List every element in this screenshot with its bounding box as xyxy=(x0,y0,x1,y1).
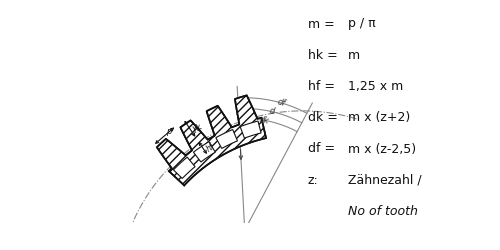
Polygon shape xyxy=(157,95,266,185)
Text: dk: dk xyxy=(258,115,270,126)
Text: hf =: hf = xyxy=(308,80,334,93)
Text: m x (z-2,5): m x (z-2,5) xyxy=(348,142,416,156)
Text: 1,25 x m: 1,25 x m xyxy=(348,80,403,93)
Text: m =: m = xyxy=(308,18,334,30)
Text: m: m xyxy=(348,49,360,62)
Text: hf: hf xyxy=(205,142,216,154)
Text: dk =: dk = xyxy=(308,111,338,124)
Polygon shape xyxy=(174,157,195,178)
Polygon shape xyxy=(240,121,261,138)
Polygon shape xyxy=(216,130,238,148)
Text: z:: z: xyxy=(308,174,318,187)
Text: m x (z+2): m x (z+2) xyxy=(348,111,410,124)
Text: p: p xyxy=(166,127,171,136)
Polygon shape xyxy=(194,142,216,162)
Text: df =: df = xyxy=(308,142,334,156)
Text: d: d xyxy=(268,107,276,117)
Text: df: df xyxy=(276,98,286,108)
Text: hk =: hk = xyxy=(308,49,337,62)
Text: p / π: p / π xyxy=(348,18,375,30)
Text: Zähnezahl /: Zähnezahl / xyxy=(348,174,421,187)
Text: No of tooth: No of tooth xyxy=(348,205,418,218)
Text: hk: hk xyxy=(192,122,205,135)
